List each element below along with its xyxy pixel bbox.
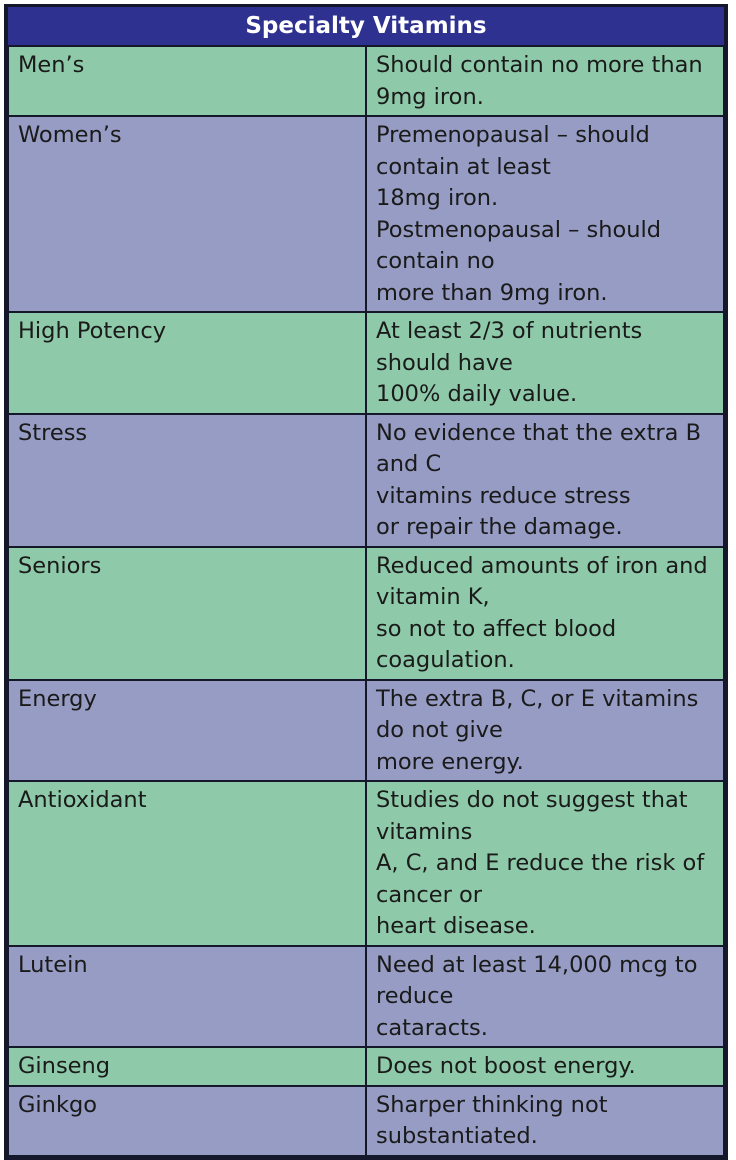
table-row: Stress No evidence that the extra B and … xyxy=(7,412,725,548)
table-row: Lutein Need at least 14,000 mcg to reduc… xyxy=(7,944,725,1048)
table-row: Men’s Should contain no more than 9mg ir… xyxy=(7,45,725,117)
description-line: or repair the damage. xyxy=(376,514,623,540)
description-line: A, C, and E reduce the risk of cancer or xyxy=(376,850,705,908)
specialty-vitamins-table-frame: Specialty Vitamins Men’s Should contain … xyxy=(4,4,728,1160)
table-row: Antioxidant Studies do not suggest that … xyxy=(7,780,725,947)
row-category: Stress xyxy=(7,412,367,548)
row-description: At least 2/3 of nutrients should have 10… xyxy=(365,311,725,415)
description-line: The extra B, C, or E vitamins do not giv… xyxy=(376,685,699,744)
row-category: Lutein xyxy=(7,944,367,1048)
table-row: High Potency At least 2/3 of nutrients s… xyxy=(7,311,725,415)
description-line: 100% daily value. xyxy=(376,381,578,407)
row-category: Men’s xyxy=(7,45,367,117)
row-description: The extra B, C, or E vitamins do not giv… xyxy=(365,678,725,782)
row-description: Sharper thinking not substantiated. xyxy=(365,1084,725,1157)
row-description: Premenopausal – should contain at least … xyxy=(365,115,725,313)
description-line: cataracts. xyxy=(376,1014,488,1041)
row-category: Energy xyxy=(7,678,367,782)
description-line: Does not boost energy. xyxy=(376,1053,636,1079)
description-line: At least 2/3 of nutrients should have xyxy=(376,318,643,376)
row-category: Seniors xyxy=(7,545,367,681)
description-line: No evidence that the extra B and C xyxy=(376,419,702,478)
table-row: Seniors Reduced amounts of iron and vita… xyxy=(7,545,725,681)
specialty-vitamins-table: Specialty Vitamins Men’s Should contain … xyxy=(7,7,725,1157)
description-line: vitamins reduce stress xyxy=(376,482,631,509)
table-title: Specialty Vitamins xyxy=(8,7,724,47)
table-row: Ginseng Does not boost energy. xyxy=(7,1046,725,1087)
description-line: Need at least 14,000 mcg to reduce xyxy=(376,951,698,1010)
description-line: Sharper thinking not substantiated. xyxy=(376,1091,608,1150)
row-description: Studies do not suggest that vitamins A, … xyxy=(365,780,725,947)
table-header-row: Specialty Vitamins xyxy=(8,7,724,47)
description-line: Studies do not suggest that vitamins xyxy=(376,787,688,845)
row-description: Should contain no more than 9mg iron. xyxy=(365,45,725,117)
row-category: Antioxidant xyxy=(7,780,367,947)
row-category: Women’s xyxy=(7,115,367,313)
table-row: Ginkgo Sharper thinking not substantiate… xyxy=(7,1084,725,1157)
description-line: more than 9mg iron. xyxy=(376,279,608,306)
row-description: Does not boost energy. xyxy=(365,1046,725,1087)
description-line: heart disease. xyxy=(376,913,536,939)
description-line: Reduced amounts of iron and vitamin K, xyxy=(376,552,708,611)
table-row: Women’s Premenopausal – should contain a… xyxy=(7,115,725,313)
description-line: Premenopausal – should contain at least xyxy=(376,122,650,180)
row-category: High Potency xyxy=(7,311,367,415)
row-category: Ginseng xyxy=(7,1046,367,1087)
description-line: Postmenopausal – should contain no xyxy=(376,216,662,275)
description-line: Should contain no more than 9mg iron. xyxy=(376,52,703,110)
description-line: more energy. xyxy=(376,748,524,775)
description-line: 18mg iron. xyxy=(376,185,499,211)
row-description: Need at least 14,000 mcg to reduce catar… xyxy=(365,944,725,1048)
row-description: Reduced amounts of iron and vitamin K, s… xyxy=(365,545,725,681)
description-line: so not to affect blood coagulation. xyxy=(376,615,617,674)
table-row: Energy The extra B, C, or E vitamins do … xyxy=(7,678,725,782)
row-description: No evidence that the extra B and C vitam… xyxy=(365,412,725,548)
row-category: Ginkgo xyxy=(7,1084,367,1157)
